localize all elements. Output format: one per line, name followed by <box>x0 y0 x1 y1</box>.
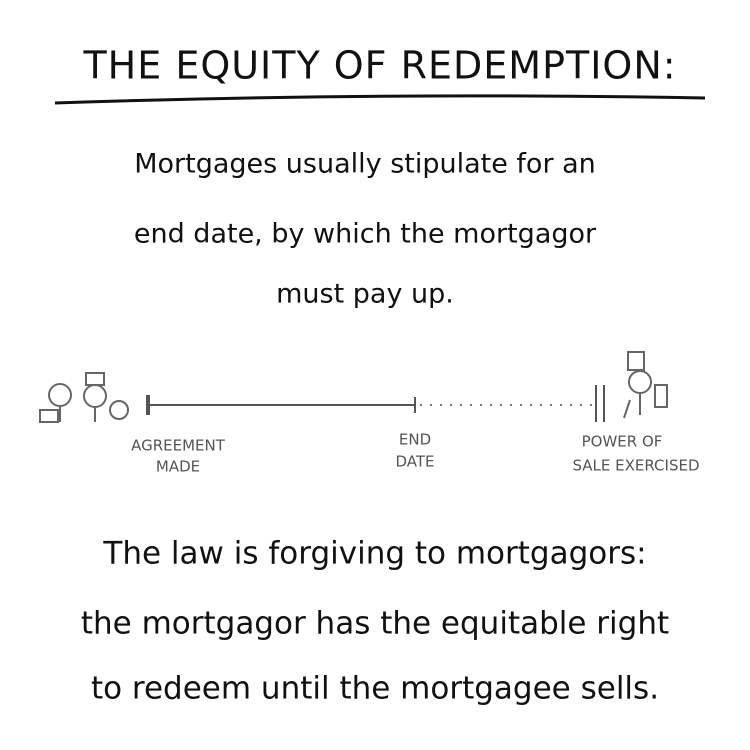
timeline: AGREEMENT MADE END DATE POWER OF SALE EX… <box>39 351 700 476</box>
timeline-label: DATE <box>395 453 434 471</box>
timeline-label: END <box>399 431 431 449</box>
timeline-label: AGREEMENT <box>131 437 226 455</box>
intro-line: must pay up. <box>276 279 454 310</box>
title-underline <box>54 94 706 105</box>
timeline-label: MADE <box>156 458 200 476</box>
figures-left <box>39 372 130 423</box>
intro-line: end date, by which the mortgagor <box>134 219 597 250</box>
conclusion-line: the mortgagor has the equitable right <box>81 606 669 642</box>
intro-line: Mortgages usually stipulate for an <box>134 149 596 180</box>
conclusion-line: to redeem until the mortgagee sells. <box>91 671 659 707</box>
conclusion-line: The law is forgiving to mortgagors: <box>102 536 646 572</box>
figure-right <box>623 351 668 419</box>
timeline-label: SALE EXERCISED <box>572 457 699 475</box>
title: THE EQUITY OF REDEMPTION: <box>82 44 676 88</box>
timeline-label: POWER OF <box>582 433 663 451</box>
